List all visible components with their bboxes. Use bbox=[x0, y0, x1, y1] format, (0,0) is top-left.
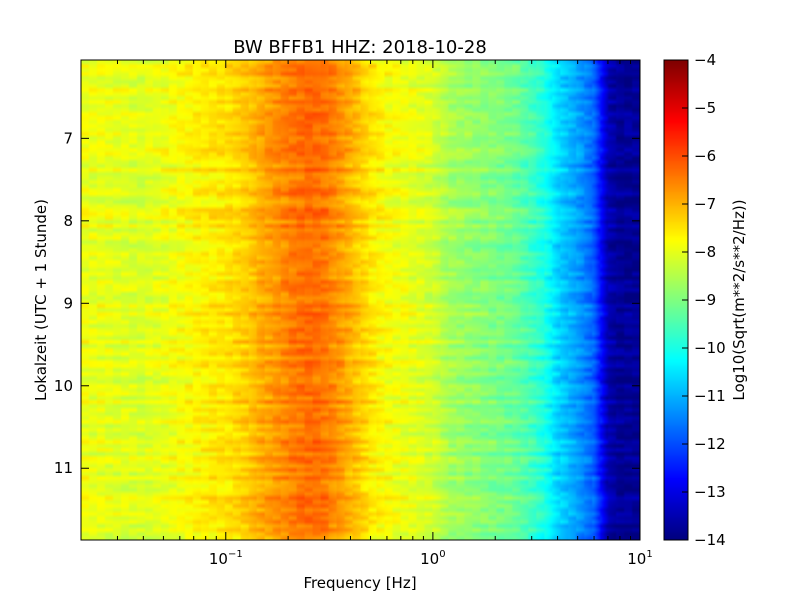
x-tick-label-exponent: −1 bbox=[228, 549, 243, 560]
x-tick-label: 100 bbox=[420, 549, 445, 568]
y-axis-label: Lokalzeit (UTC + 1 Stunde) bbox=[32, 199, 50, 401]
colorbar-tick-label: −9 bbox=[694, 291, 716, 309]
x-axis: 10−1 100 101 bbox=[80, 60, 653, 568]
x-tick-label: 101 bbox=[627, 549, 652, 568]
x-axis-label: Frequency [Hz] bbox=[303, 574, 416, 592]
x-tick-label-base: 10 bbox=[627, 550, 646, 568]
colorbar-tick-label: −4 bbox=[694, 51, 716, 69]
x-tick-label: 10−1 bbox=[209, 549, 243, 568]
y-axis: 7 8 9 10 11 bbox=[54, 129, 640, 477]
colorbar-tick-label: −6 bbox=[694, 147, 716, 165]
colorbar: −4 −5 −6 −7 −8 −9 −10 −11 −12 −13 −14 Log10(Sqrt(m… bbox=[663, 51, 748, 549]
colorbar-tick-label: −7 bbox=[694, 195, 716, 213]
colorbar-tick-label: −12 bbox=[694, 435, 726, 453]
x-tick-label-base: 10 bbox=[420, 550, 439, 568]
colorbar-tick-label: −11 bbox=[694, 387, 726, 405]
chart-title: BW BFFB1 HHZ: 2018-10-28 bbox=[233, 37, 487, 58]
x-tick-label-exponent: 0 bbox=[439, 549, 445, 560]
y-tick-label: 10 bbox=[54, 377, 73, 395]
colorbar-label: Log10(Sqrt(m**2/s**2/Hz)) bbox=[730, 199, 748, 400]
plot-frame bbox=[80, 59, 641, 541]
colorbar-tick-label: −8 bbox=[694, 243, 716, 261]
y-tick-label: 11 bbox=[54, 459, 73, 477]
colorbar-tick-label: −5 bbox=[694, 99, 716, 117]
colorbar-tick-label: −10 bbox=[694, 339, 726, 357]
colorbar-tick-label: −13 bbox=[694, 483, 726, 501]
spectrogram-plot-area bbox=[80, 59, 641, 541]
y-tick-label: 9 bbox=[63, 294, 73, 312]
x-tick-label-exponent: 1 bbox=[646, 549, 652, 560]
colorbar-tick-label: −14 bbox=[694, 531, 726, 549]
colorbar-ticks: −4 −5 −6 −7 −8 −9 −10 −11 −12 −13 −14 bbox=[682, 51, 726, 549]
y-tick-label: 8 bbox=[63, 212, 73, 230]
spectrogram-heatmap bbox=[81, 60, 640, 540]
y-tick-label: 7 bbox=[63, 129, 73, 147]
x-tick-label-base: 10 bbox=[209, 550, 228, 568]
